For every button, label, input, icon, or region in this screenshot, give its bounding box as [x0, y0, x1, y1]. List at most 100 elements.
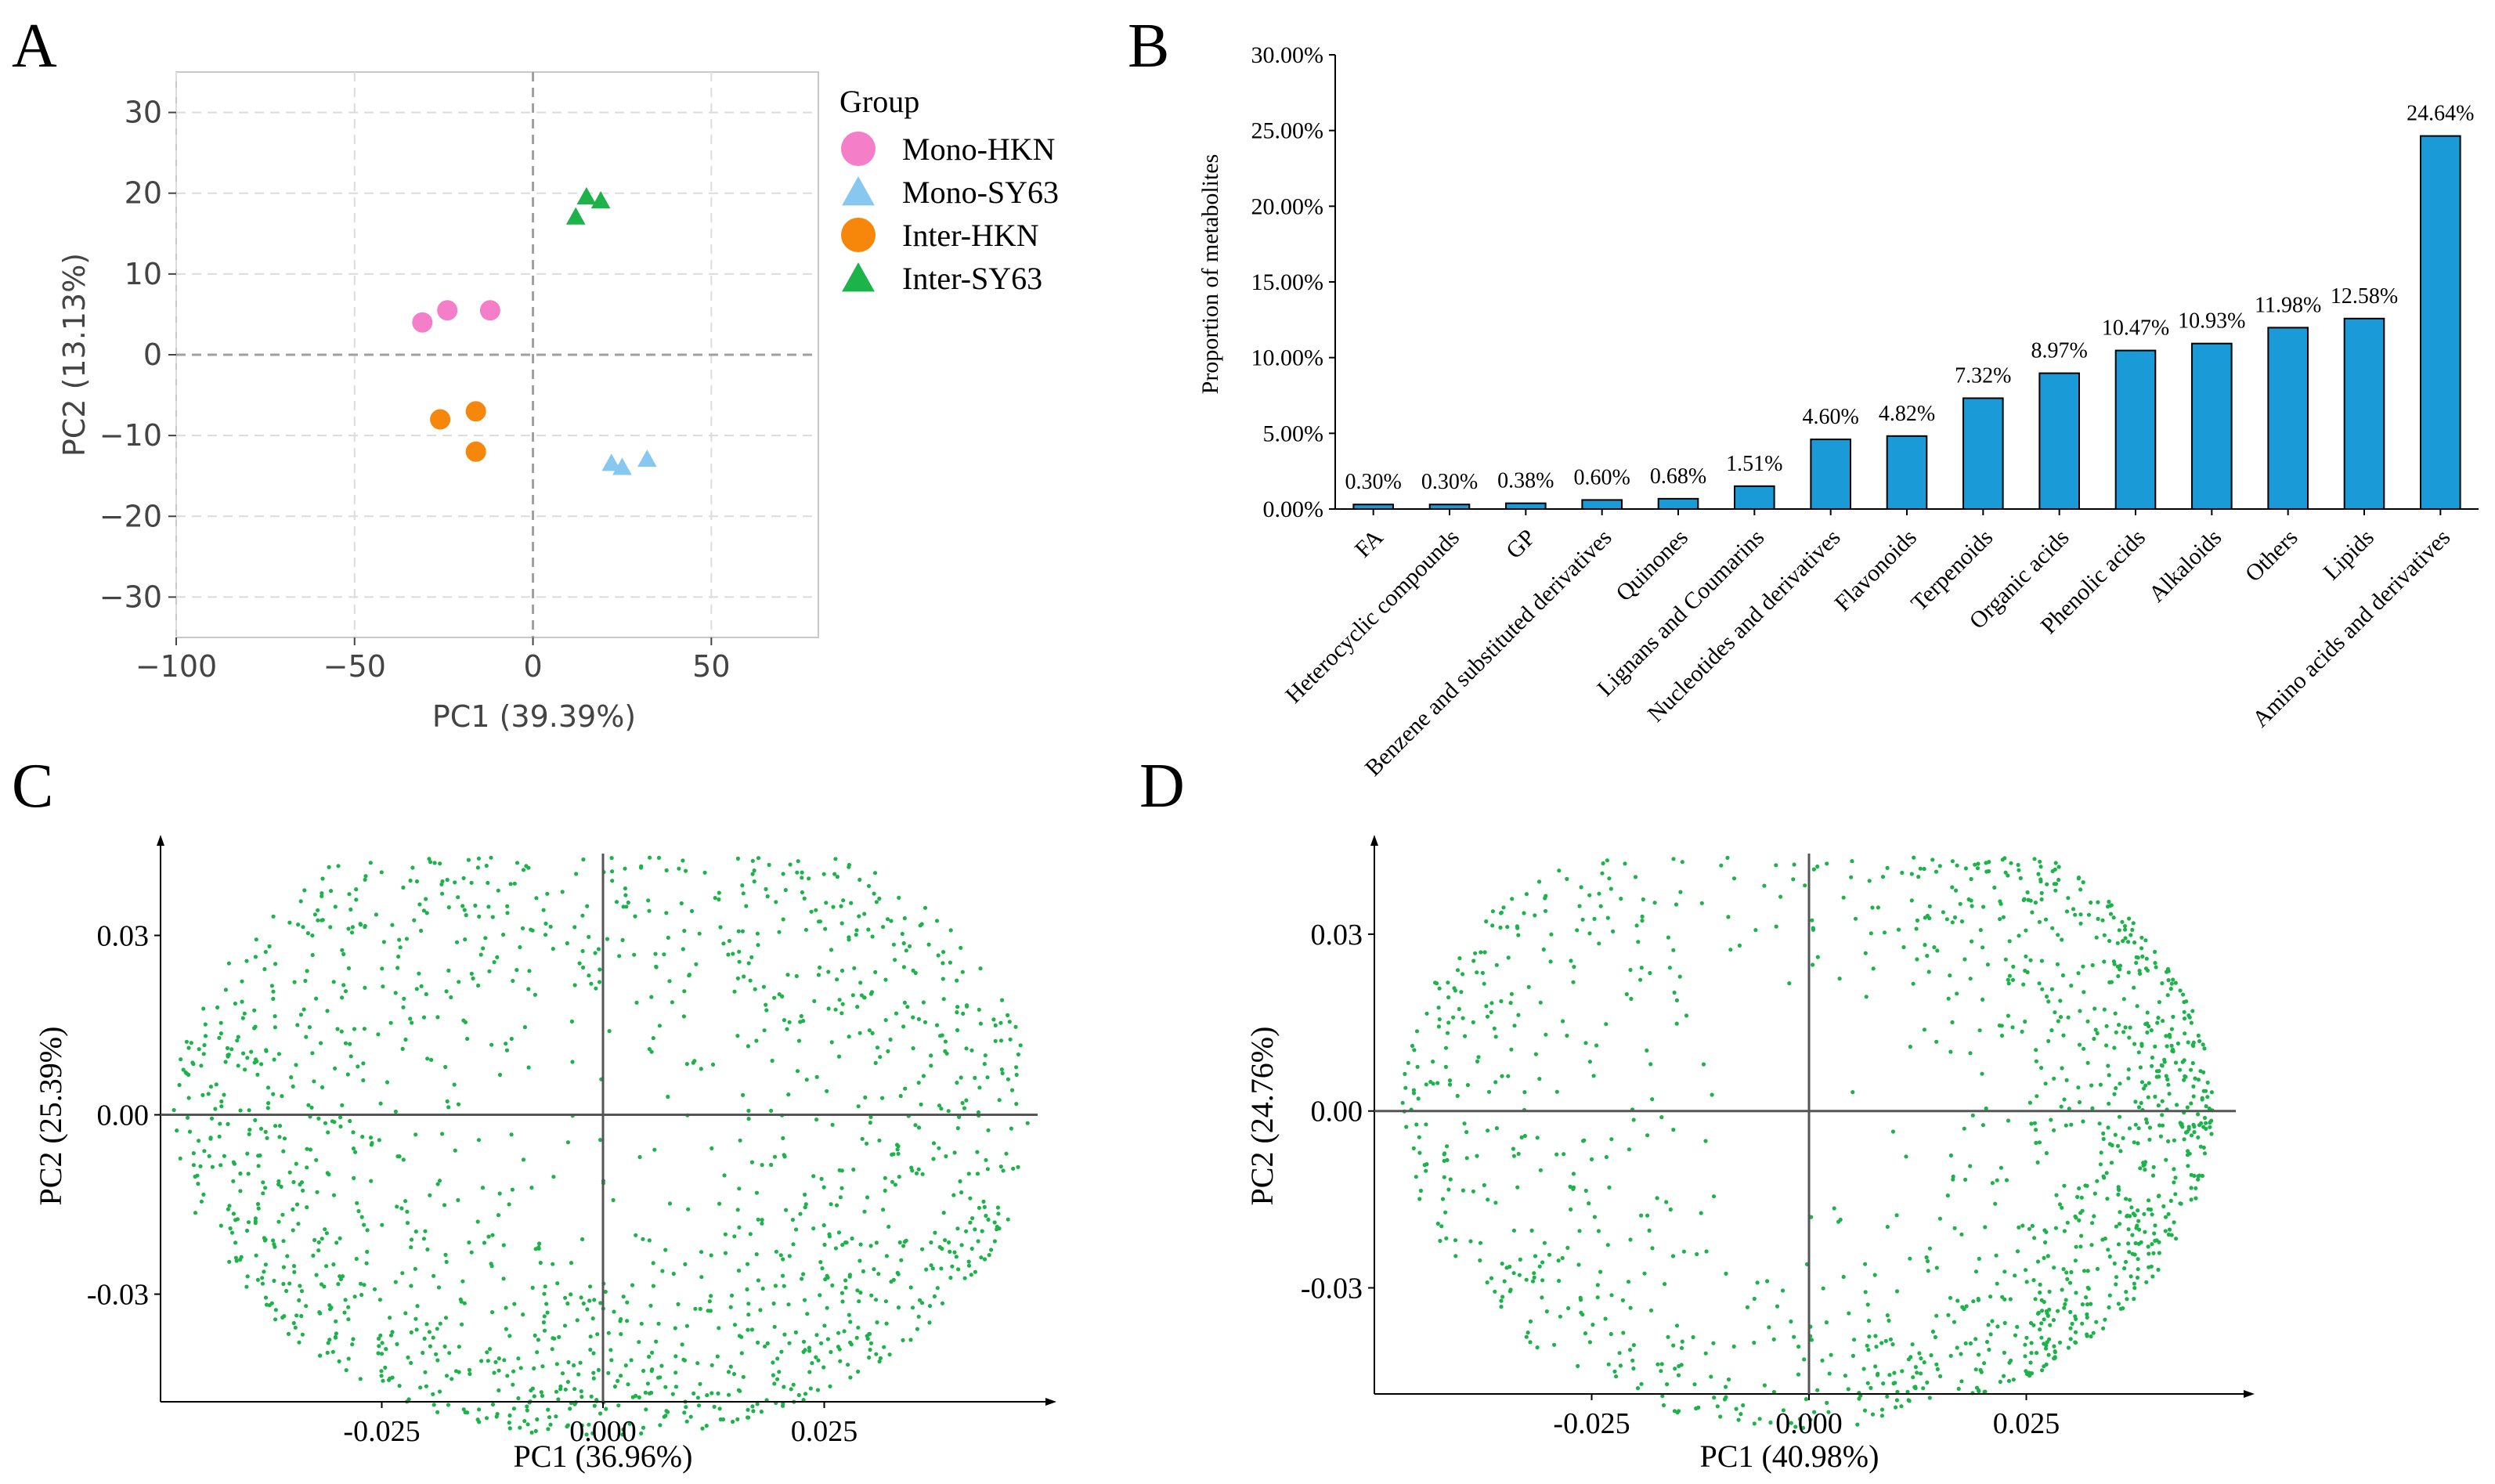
data-point — [1489, 1001, 1494, 1006]
data-point — [699, 1067, 703, 1071]
data-point — [1910, 1342, 1915, 1347]
data-point — [2173, 1175, 2178, 1180]
data-point — [2149, 1264, 2154, 1269]
data-point — [2038, 1282, 2042, 1287]
data-point — [1959, 1352, 1963, 1356]
data-point — [1006, 1013, 1010, 1017]
data-point — [244, 1284, 249, 1289]
data-point — [305, 1205, 309, 1210]
data-point — [2006, 1118, 2011, 1123]
x-axis-title-c: PC1 (36.96%) — [514, 1439, 693, 1474]
data-point — [294, 1161, 298, 1166]
data-point — [1480, 970, 1485, 975]
data-point — [1475, 1059, 1480, 1063]
data-point — [992, 1220, 997, 1225]
data-point — [253, 1219, 258, 1224]
data-point — [1960, 1305, 1965, 1309]
data-point — [186, 1045, 191, 1050]
data-point — [521, 1312, 525, 1317]
data-point — [1627, 1147, 1631, 1152]
data-point — [746, 1117, 751, 1121]
data-point — [1505, 925, 1510, 930]
data-point — [979, 1255, 984, 1260]
data-point — [955, 1027, 960, 1033]
data-point — [1927, 1246, 1932, 1251]
data-point — [1977, 1352, 1981, 1357]
data-point — [2070, 1321, 2074, 1326]
data-point — [2108, 903, 2113, 908]
data-point — [469, 880, 474, 885]
data-point — [346, 966, 351, 970]
data-point — [749, 1160, 755, 1164]
data-point — [814, 1074, 819, 1079]
data-point — [1971, 1299, 1976, 1304]
data-point — [927, 1304, 933, 1309]
data-point — [294, 1313, 299, 1318]
data-point — [397, 937, 402, 942]
data-point — [1954, 888, 1959, 893]
data-point — [226, 1121, 230, 1126]
data-point — [253, 1024, 258, 1029]
y-tick-label: 25.00% — [1251, 118, 1324, 144]
data-point — [2130, 927, 2135, 932]
data-point — [263, 949, 268, 955]
data-point — [1418, 1188, 1423, 1193]
data-point — [1908, 1045, 1912, 1049]
data-point — [980, 1229, 984, 1233]
data-point — [1937, 864, 1942, 868]
data-point — [803, 1202, 808, 1207]
bar-value-label: 4.60% — [1803, 405, 1859, 429]
data-point — [2092, 1006, 2097, 1011]
data-point — [2189, 1067, 2194, 1072]
data-point — [673, 1354, 678, 1359]
data-point — [2201, 1042, 2205, 1047]
data-point — [2085, 1060, 2090, 1065]
data-point — [570, 1060, 575, 1064]
data-point — [1979, 1370, 1984, 1374]
data-point — [254, 1253, 258, 1258]
data-point — [2194, 1196, 2198, 1201]
data-point — [530, 1285, 535, 1290]
data-point — [2118, 963, 2123, 968]
data-point — [1452, 986, 1457, 991]
data-point — [969, 1246, 974, 1251]
panel-label-c: C — [12, 752, 53, 821]
data-point — [1990, 1181, 1995, 1186]
data-point — [2147, 1137, 2152, 1142]
data-point — [354, 897, 359, 902]
data-point — [333, 904, 338, 909]
data-point — [625, 1319, 630, 1323]
data-point — [2144, 1117, 2149, 1121]
data-point — [802, 1298, 807, 1302]
data-point — [1457, 1006, 1461, 1012]
data-point — [2171, 1014, 2175, 1019]
data-point — [630, 1395, 635, 1399]
data-point — [380, 1341, 385, 1345]
data-point — [218, 1031, 223, 1036]
data-point — [2179, 1201, 2183, 1206]
data-point — [203, 1034, 208, 1038]
data-point — [1603, 1316, 1608, 1321]
data-point — [1509, 1047, 1514, 1052]
data-point — [1752, 1296, 1757, 1302]
data-point — [1516, 1151, 1521, 1156]
y-axis-title-a: PC2 (13.13%) — [57, 253, 92, 457]
data-point — [982, 1204, 987, 1209]
data-point — [1542, 1240, 1547, 1245]
data-point — [1595, 1295, 1600, 1300]
data-point — [1804, 1397, 1808, 1402]
data-point — [934, 919, 940, 923]
data-point — [377, 1298, 382, 1302]
data-point — [998, 1038, 1004, 1043]
data-point — [756, 1340, 760, 1345]
data-point — [2112, 1092, 2117, 1096]
data-point — [2034, 1140, 2038, 1145]
data-point — [348, 907, 353, 912]
data-point — [1554, 1152, 1559, 1157]
data-point — [741, 1092, 746, 1097]
data-point — [1955, 1298, 1960, 1303]
data-point — [424, 1384, 429, 1388]
data-point — [273, 962, 278, 966]
data-point — [2038, 865, 2043, 869]
data-point — [2171, 977, 2175, 982]
